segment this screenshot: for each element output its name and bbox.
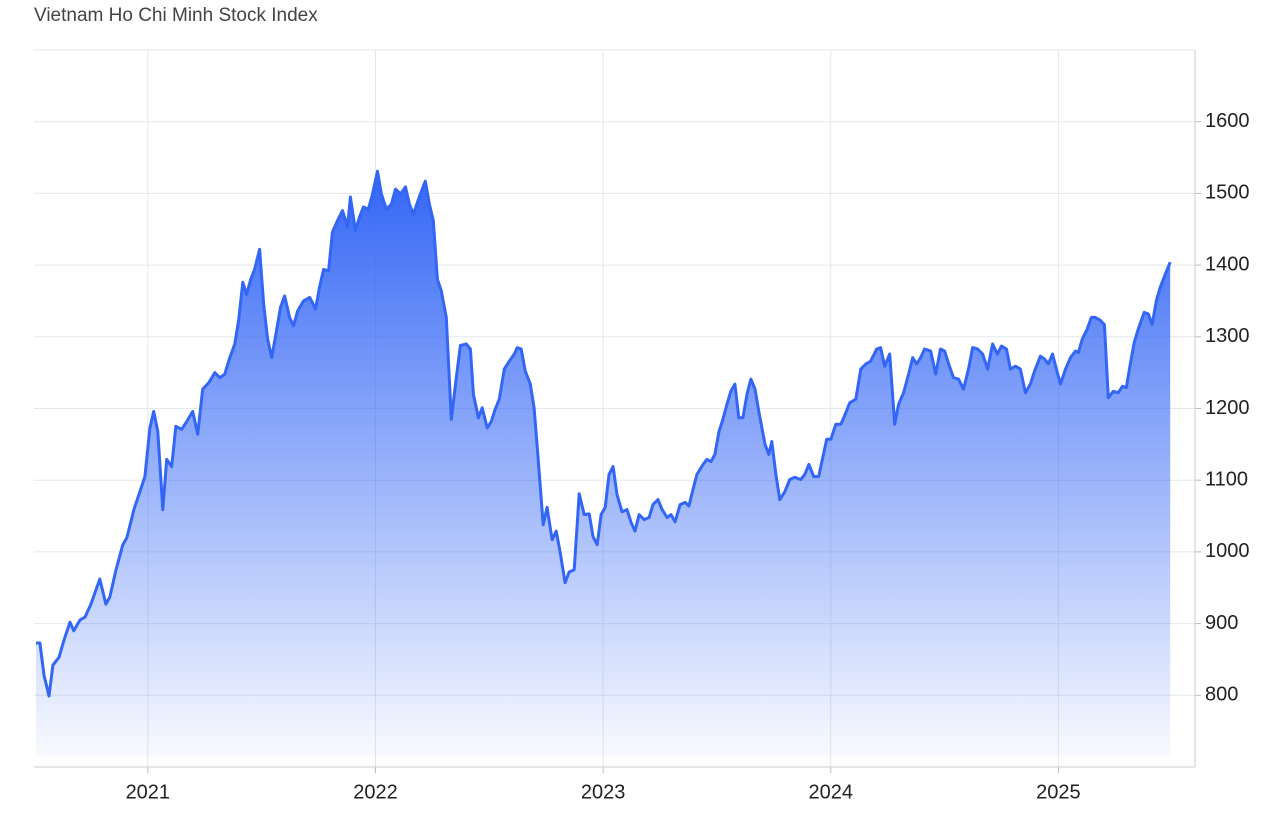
x-tick-label: 2024 [809,781,854,803]
y-tick-label: 1500 [1205,182,1250,204]
chart-title: Vietnam Ho Chi Minh Stock Index [34,5,318,26]
x-tick-label: 2022 [353,781,398,803]
x-tick-label: 2025 [1036,781,1081,803]
y-tick-label: 1600 [1205,110,1250,132]
y-tick-label: 1300 [1205,325,1250,347]
y-tick-label: 1000 [1205,540,1250,562]
y-tick-label: 1200 [1205,397,1250,419]
y-tick-label: 1400 [1205,253,1250,275]
x-tick-label: 2023 [581,781,626,803]
line [36,169,1172,698]
x-tick-label: 2021 [126,781,171,803]
area-fill [36,171,1171,757]
y-tick-label: 800 [1205,684,1238,706]
y-tick-label: 900 [1205,612,1238,634]
y-tick-label: 1100 [1205,468,1248,490]
